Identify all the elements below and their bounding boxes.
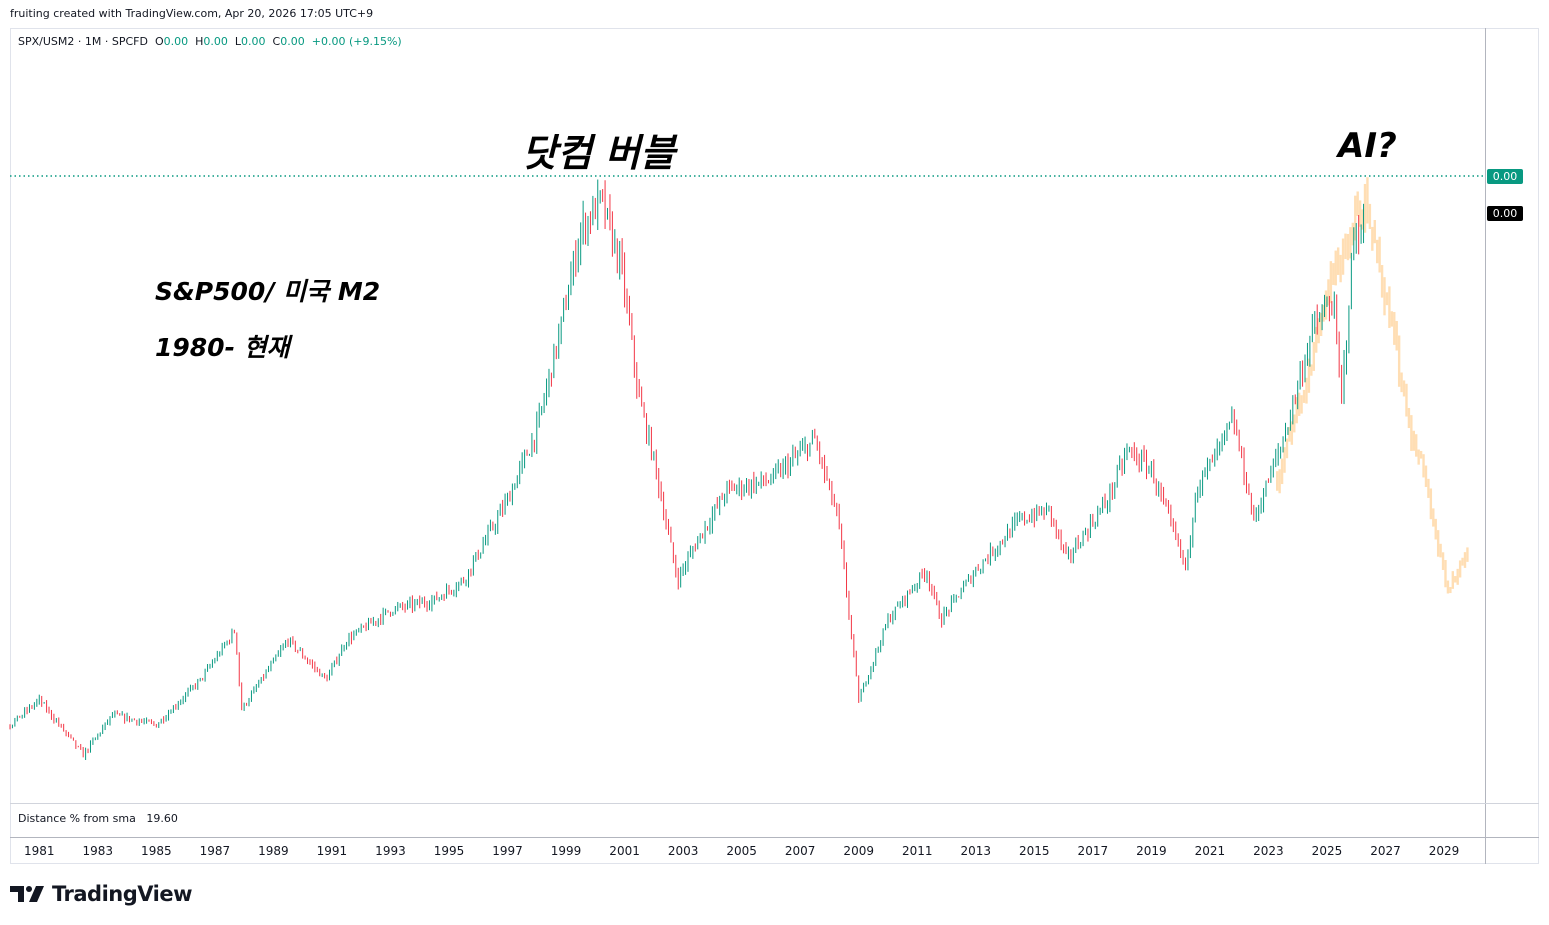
time-axis-tick: 2007: [784, 844, 816, 858]
symbol-label[interactable]: SPX/USM2 · 1M · SPCFD: [18, 35, 148, 48]
time-axis-tick: 1993: [375, 844, 406, 858]
indicator-legend[interactable]: Distance % from sma 19.60: [18, 812, 178, 825]
time-axis-divider: [10, 837, 1539, 838]
time-axis-tick: 2013: [960, 844, 992, 858]
time-axis-tick: 2023: [1253, 844, 1284, 858]
time-axis-tick: 1981: [23, 844, 55, 858]
time-axis-tick: 2011: [901, 844, 933, 858]
time-axis-tick: 2027: [1370, 844, 1401, 858]
time-axis-tick: 2021: [1194, 844, 1226, 858]
high-value: 0.00: [203, 35, 228, 48]
time-axis-tick: 2001: [609, 844, 640, 858]
close-value: 0.00: [280, 35, 305, 48]
annotation-title[interactable]: S&P500/ 미국 M2: [155, 277, 381, 306]
low-label: L: [234, 35, 242, 48]
time-axis-tick: 2017: [1077, 844, 1109, 858]
open-label: O: [154, 35, 164, 48]
annotation-period[interactable]: 1980- 현재: [155, 333, 290, 362]
projection-series: [1276, 177, 1469, 594]
indicator-name: Distance % from sma: [18, 812, 136, 825]
time-axis-tick: 1997: [492, 844, 523, 858]
tradingview-logo[interactable]: TradingView: [10, 882, 192, 906]
time-axis-tick: 2019: [1136, 844, 1167, 858]
tradingview-logo-icon: [10, 886, 44, 902]
close-label: C: [272, 35, 281, 48]
time-axis-tick: 1999: [550, 844, 582, 858]
time-axis-tick: 1987: [199, 844, 231, 858]
annotation-ai[interactable]: AI?: [1338, 126, 1397, 166]
indicator-value: 19.60: [146, 812, 178, 825]
change-value: +0.00 (+9.15%): [311, 35, 402, 48]
high-label: H: [195, 35, 204, 48]
chart-frame: [10, 28, 1539, 864]
chart-credit: fruiting created with TradingView.com, A…: [10, 7, 374, 20]
horizontal-line-price-label: 0.00: [1487, 169, 1523, 184]
price-scale-divider: [1485, 28, 1486, 864]
time-axis-tick: 1989: [258, 844, 289, 858]
time-axis-tick: 2009: [843, 844, 874, 858]
time-axis-tick: 2015: [1019, 844, 1050, 858]
time-axis-tick: 1991: [316, 844, 348, 858]
candle-series: [9, 179, 1365, 761]
time-axis-tick: 1983: [82, 844, 114, 858]
time-axis-tick: 2005: [726, 844, 757, 858]
open-value: 0.00: [163, 35, 189, 48]
pane-divider[interactable]: [10, 803, 1539, 804]
annotation-dotcom[interactable]: 닷컴 버블: [522, 131, 676, 175]
time-axis-tick: 2029: [1428, 844, 1460, 858]
tradingview-logo-text: TradingView: [52, 882, 192, 906]
time-axis-tick: 2025: [1311, 844, 1343, 858]
low-value: 0.00: [241, 35, 266, 48]
time-axis-tick: 2003: [667, 844, 699, 858]
last-price-label: 0.00: [1487, 206, 1523, 221]
symbol-legend[interactable]: SPX/USM2 · 1M · SPCFD O0.00 H0.00 L0.00 …: [18, 35, 402, 48]
time-axis-tick: 1995: [433, 844, 465, 858]
time-axis-tick: 1985: [141, 844, 172, 858]
